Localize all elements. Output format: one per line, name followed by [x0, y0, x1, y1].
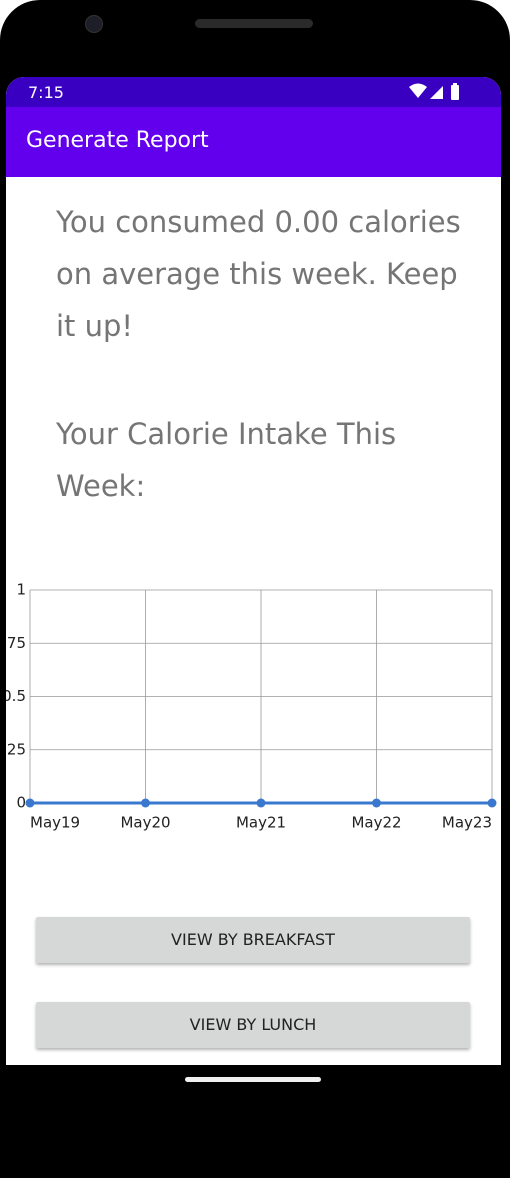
x-tick-label: May21 [236, 814, 286, 832]
data-point [25, 798, 35, 808]
app-title: Generate Report [26, 128, 209, 153]
y-tick-label: 0.25 [6, 740, 26, 758]
status-icons [409, 83, 459, 100]
x-tick-label: May19 [30, 814, 80, 832]
status-time: 7:15 [28, 83, 64, 102]
y-tick-label: 0.75 [6, 634, 26, 652]
y-tick-label: 0 [16, 794, 26, 812]
chart: 0 0.25 0.5 0.75 1 May19 May20 May21 May22 May23 [6, 581, 497, 832]
y-tick-label: 0.5 [6, 687, 26, 705]
app-bar: Generate Report [6, 107, 501, 177]
x-tick-label: May22 [351, 814, 401, 832]
status-bar: 7:15 [6, 77, 501, 107]
x-tick-label: May20 [120, 814, 170, 832]
speaker [195, 19, 313, 28]
chart-heading: Your Calorie Intake This Week: [56, 417, 397, 503]
data-point [141, 798, 150, 808]
breakfast-button[interactable]: VIEW BY BREAKFAST [36, 917, 470, 963]
data-point [372, 798, 381, 808]
data-point [487, 798, 497, 808]
lunch-button[interactable]: VIEW BY LUNCH [36, 1002, 470, 1048]
y-tick-label: 1 [16, 581, 26, 599]
screen: 7:15 Generate Report You consumed 0.00 c… [6, 77, 501, 1065]
x-tick-label: May23 [442, 814, 492, 832]
data-point [256, 798, 266, 808]
home-indicator [185, 1077, 321, 1082]
camera [85, 15, 103, 33]
summary-text: You consumed 0.00 calories on average th… [56, 205, 461, 343]
